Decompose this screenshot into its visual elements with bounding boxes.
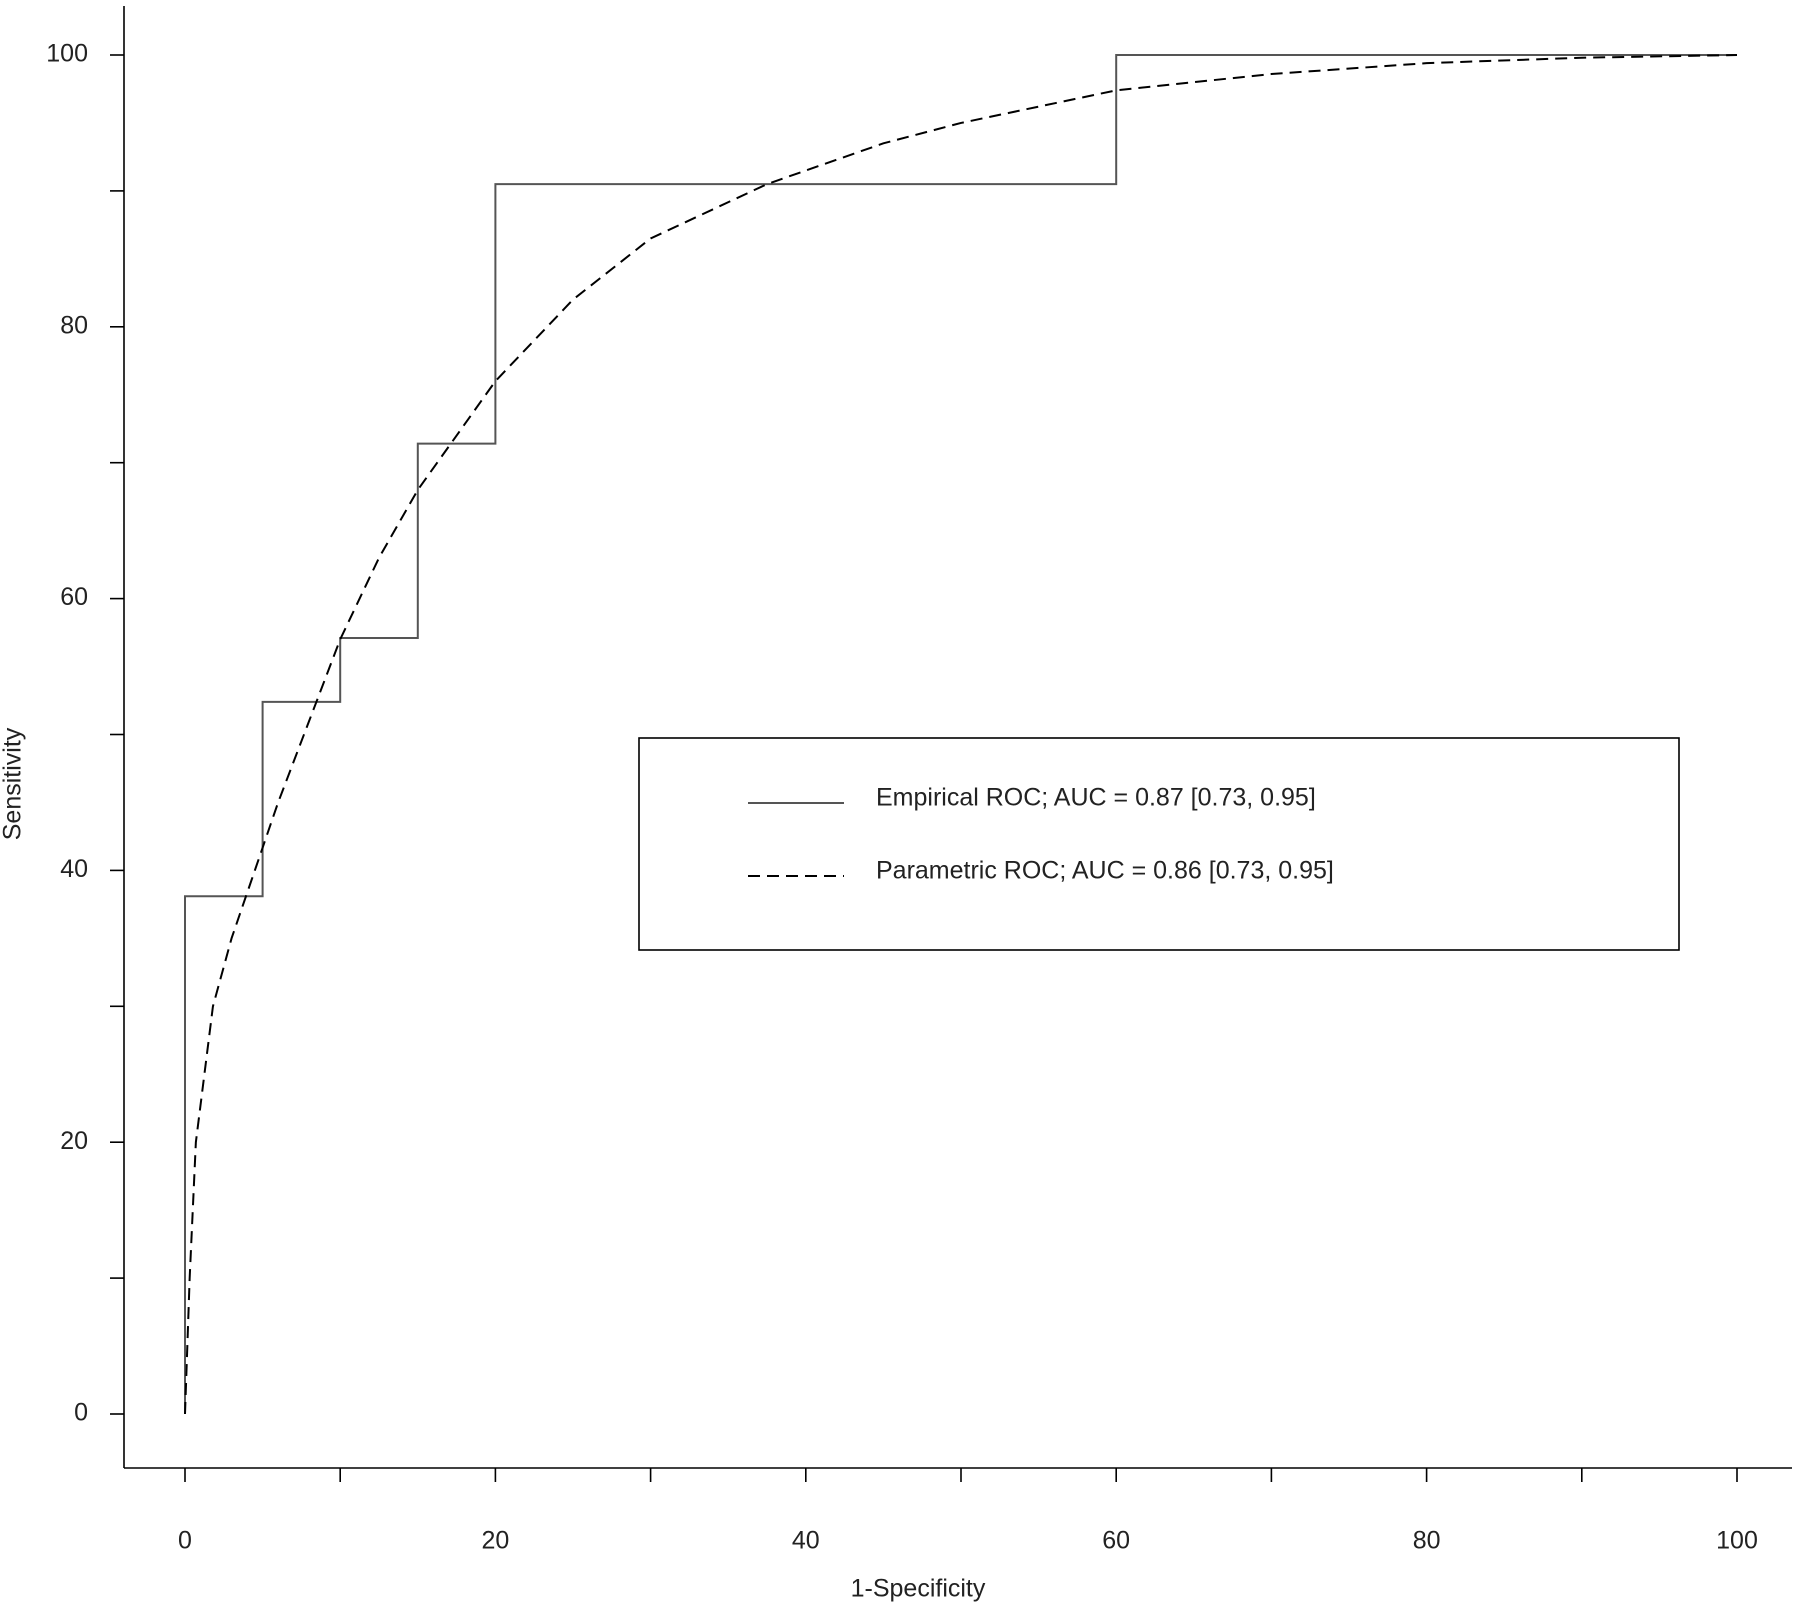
legend-label: Parametric ROC; AUC = 0.86 [0.73, 0.95] xyxy=(876,857,1334,885)
y-tick-label: 20 xyxy=(60,1127,88,1155)
legend-label: Empirical ROC; AUC = 0.87 [0.73, 0.95] xyxy=(876,784,1316,812)
y-axis-label: Sensitivity xyxy=(0,727,27,840)
y-tick-label: 100 xyxy=(46,40,88,68)
roc-line xyxy=(184,54,1737,1414)
legend-box xyxy=(638,737,1680,951)
x-tick-label: 20 xyxy=(481,1527,509,1555)
x-tick-label: 0 xyxy=(178,1527,192,1555)
x-tick-label: 40 xyxy=(792,1527,820,1555)
y-tick-label: 0 xyxy=(74,1399,88,1427)
x-tick-label: 60 xyxy=(1102,1527,1130,1555)
y-tick-label: 60 xyxy=(60,583,88,611)
x-tick-label: 80 xyxy=(1413,1527,1441,1555)
x-axis-label: 1-Specificity xyxy=(851,1575,986,1603)
x-tick-label: 100 xyxy=(1716,1527,1758,1555)
y-tick-label: 80 xyxy=(60,311,88,339)
roc-line xyxy=(184,54,1738,1415)
y-tick-label: 40 xyxy=(60,855,88,883)
